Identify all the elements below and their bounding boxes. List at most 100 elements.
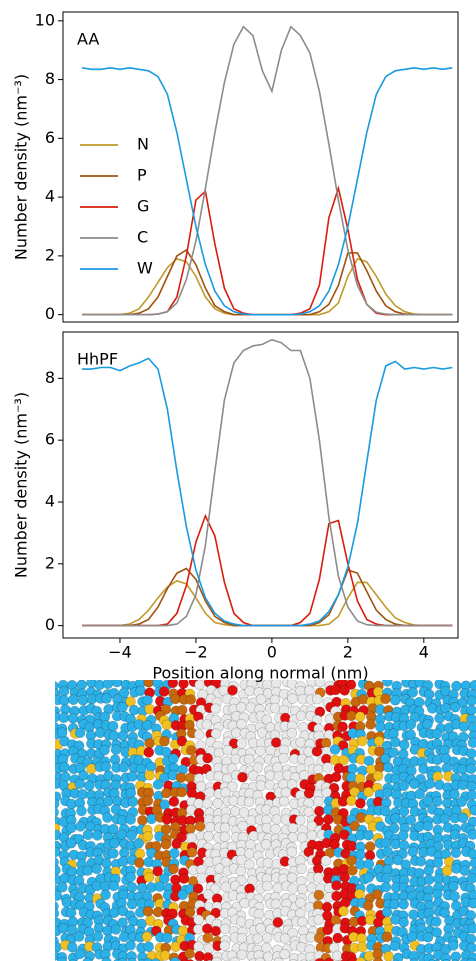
bead <box>383 951 394 961</box>
y-axis-label: Number density (nm⁻³) <box>12 74 31 260</box>
bead <box>185 694 197 705</box>
bead <box>449 788 460 800</box>
bead <box>465 763 476 775</box>
x-tick-label: 4 <box>419 643 429 662</box>
bead <box>196 872 207 884</box>
bead <box>159 873 170 885</box>
bead <box>354 711 366 722</box>
bead <box>177 889 188 901</box>
bead <box>56 881 68 893</box>
bead <box>260 838 272 850</box>
bead <box>255 957 266 961</box>
bead <box>261 942 272 954</box>
series-line <box>82 357 453 627</box>
bead <box>170 941 181 953</box>
bead <box>74 948 86 960</box>
bead <box>192 923 204 935</box>
bead <box>77 694 89 706</box>
bead <box>195 781 207 792</box>
bead <box>184 906 196 918</box>
series-line <box>82 513 453 627</box>
bead <box>382 680 393 687</box>
bead <box>338 754 349 766</box>
bead <box>380 881 392 893</box>
bead <box>331 880 342 891</box>
bead <box>295 897 306 909</box>
bead <box>459 865 471 877</box>
bead <box>159 799 171 810</box>
bead <box>297 916 308 928</box>
bead <box>108 880 120 892</box>
bead <box>372 957 384 961</box>
bead <box>296 832 308 844</box>
series-line <box>81 66 453 316</box>
bead <box>244 685 255 697</box>
bead <box>423 953 434 961</box>
bead <box>441 865 453 877</box>
bead <box>142 906 154 917</box>
bead <box>161 813 173 825</box>
bead <box>354 888 365 900</box>
bead <box>169 847 180 859</box>
bead <box>58 712 70 724</box>
bead <box>177 704 188 716</box>
series-line <box>82 579 453 627</box>
bead <box>372 770 384 782</box>
bead <box>82 957 93 961</box>
y-tick-label: 2 <box>45 245 55 264</box>
bead <box>467 829 476 840</box>
bead <box>295 710 307 722</box>
bead <box>397 830 409 841</box>
bead <box>171 838 182 850</box>
bead <box>345 680 357 690</box>
bead <box>468 898 476 909</box>
bead <box>102 795 114 807</box>
bead <box>73 875 85 886</box>
bead <box>243 796 255 808</box>
x-axis-label: Position along normal (nm) <box>152 664 368 683</box>
bead <box>286 846 298 858</box>
bead <box>388 822 400 834</box>
bead <box>294 814 306 826</box>
bead <box>363 950 375 961</box>
series-line <box>82 567 453 627</box>
bead <box>142 795 154 807</box>
bead <box>262 857 274 869</box>
panel-title: AA <box>77 30 99 49</box>
bead <box>236 718 247 730</box>
bead <box>278 795 290 807</box>
bead <box>101 693 112 704</box>
bead <box>346 855 357 866</box>
bead <box>202 798 213 809</box>
bead <box>76 680 87 691</box>
bead <box>287 883 299 894</box>
bead <box>210 703 221 715</box>
bead <box>194 820 206 832</box>
bead <box>406 931 418 943</box>
bead <box>458 721 470 732</box>
bead <box>55 846 61 858</box>
bead <box>229 956 240 961</box>
plot-frame <box>62 11 459 323</box>
bead <box>398 780 410 792</box>
bead <box>193 914 204 926</box>
bead <box>55 806 59 818</box>
bead <box>73 931 85 942</box>
bead <box>392 952 404 961</box>
bead <box>58 695 70 706</box>
bead <box>137 815 148 826</box>
bead <box>457 812 469 824</box>
bead <box>306 830 318 841</box>
bead <box>203 889 214 900</box>
bead <box>261 880 273 892</box>
bead <box>466 695 476 707</box>
bead <box>245 702 257 713</box>
bead <box>237 820 248 832</box>
bead <box>91 863 102 875</box>
y-tick-label: 4 <box>45 492 55 511</box>
bead <box>407 846 419 858</box>
bead <box>423 874 435 886</box>
bead <box>110 744 122 755</box>
bead <box>286 872 298 884</box>
bead <box>431 796 443 807</box>
